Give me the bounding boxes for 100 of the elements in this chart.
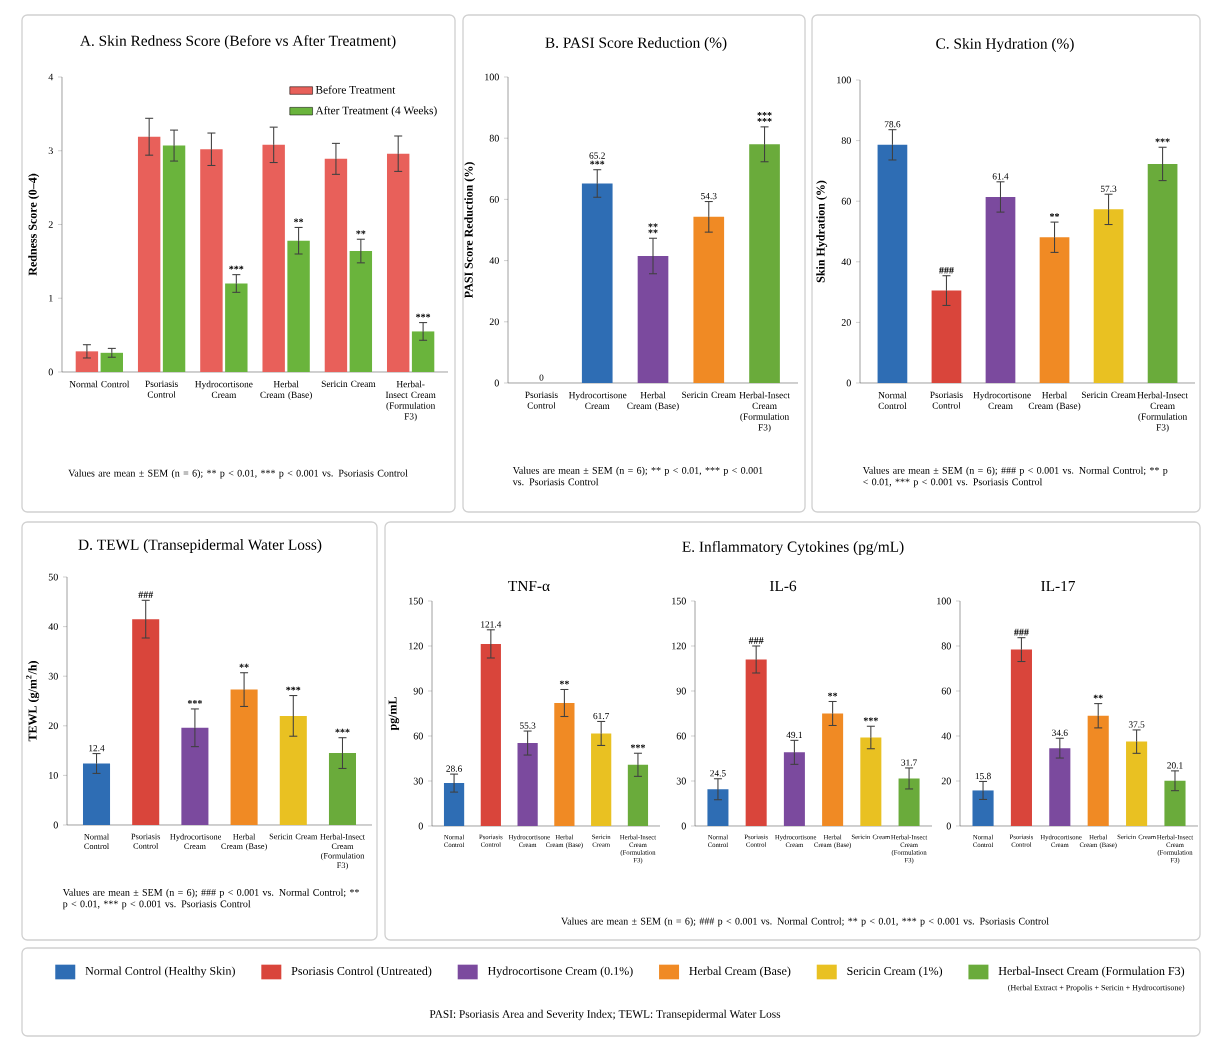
- bar: [287, 240, 310, 372]
- y-tick-label: 0: [946, 822, 951, 830]
- text: Values are mean ± SEM (n = 6); ### p < 0.001 vs. Normal Control; ** p < 0.01, *** p < 0.001 vs. Psoriasis Control: [862, 466, 1168, 488]
- data-label: 54.3: [701, 192, 717, 200]
- x-tick-label: Psoriasis Control: [131, 833, 161, 849]
- y-tick-label: 100: [937, 597, 951, 605]
- chart-title: IL-6: [769, 580, 797, 592]
- bar: [162, 145, 186, 372]
- y-tick-label: 120: [409, 642, 423, 650]
- x-tick-label: Sericin Cream: [1081, 391, 1136, 398]
- y-tick-label: 90: [413, 687, 423, 695]
- y-tick-label: 0: [494, 379, 499, 387]
- data-label: 78.6: [884, 121, 901, 128]
- data-label: 24.5: [710, 770, 726, 777]
- x-tick-label: Hydrocortisone Cream: [195, 380, 253, 398]
- y-tick-label: 90: [676, 687, 686, 695]
- bar: [279, 715, 307, 825]
- y-tick-label: 60: [676, 732, 686, 740]
- bar: [822, 713, 844, 826]
- bar: [877, 144, 908, 383]
- chart-title: A. Skin Redness Score (Before vs After Treatment): [80, 34, 396, 50]
- data-label: 57.3: [1100, 185, 1117, 192]
- y-tick-label: 60: [841, 197, 851, 205]
- bar: [707, 789, 729, 826]
- text: Values are mean ± SEM (n = 6); ** p < 0.01, *** p < 0.001 vs. Psoriasis Control: [512, 466, 763, 486]
- chart-title: IL-17: [1041, 580, 1076, 592]
- bar: [749, 144, 780, 383]
- bar: [985, 196, 1016, 383]
- annotation: ***: [757, 112, 772, 116]
- x-tick-label: Normal Control: [878, 391, 907, 409]
- bar: [225, 283, 248, 372]
- y-tick-label: 150: [409, 597, 423, 605]
- bar: [860, 737, 882, 826]
- x-tick-label: Sericin Cream: [269, 833, 318, 840]
- y-tick-label: 20: [941, 777, 951, 785]
- x-tick-label: Normal Control: [69, 380, 130, 388]
- bar: [82, 763, 111, 825]
- y-tick-label: 120: [672, 642, 686, 650]
- y-tick-label: 20: [489, 318, 499, 326]
- y-tick-label: 40: [489, 257, 499, 264]
- y-tick-label: 40: [48, 623, 58, 630]
- y-tick-label: 100: [485, 73, 499, 81]
- data-label: 31.7: [901, 759, 917, 766]
- annotation: ***: [187, 700, 202, 704]
- chart-title: B. PASI Score Reduction (%): [545, 37, 727, 51]
- bar: [972, 790, 994, 826]
- bar: [1010, 649, 1032, 826]
- y-tick-label: 20: [841, 319, 851, 326]
- annotation: **: [648, 223, 658, 228]
- annotation: ###: [1014, 628, 1029, 636]
- data-label: 15.8: [975, 772, 991, 780]
- x-tick-label: Hydrocortisone Cream: [170, 833, 222, 850]
- bar: [1093, 209, 1124, 383]
- y-tick-label: 10: [49, 772, 58, 779]
- annotation: ***: [630, 744, 646, 749]
- bar: [1049, 748, 1071, 826]
- bar: [1147, 163, 1178, 383]
- data-label: 28.6: [446, 765, 462, 772]
- bar: [411, 331, 435, 372]
- x-tick-label: Herbal Cream (Base): [627, 391, 679, 411]
- bar: [693, 216, 725, 383]
- category-label: Herbal-Insect Cream (Formulation F3): [998, 966, 1185, 978]
- bar: [637, 256, 669, 383]
- x-tick-label: Normal Control: [84, 833, 109, 850]
- y-axis-title: TEWL (g/m$^{2}$/h): [26, 661, 40, 742]
- bar: [1164, 780, 1186, 826]
- bar: [554, 703, 575, 826]
- annotation: **: [239, 663, 249, 668]
- y-tick-label: 20: [48, 722, 58, 730]
- bar: [1087, 715, 1109, 826]
- y-tick-label: 60: [489, 196, 499, 203]
- bar: [627, 764, 649, 826]
- bar: [100, 352, 124, 372]
- bar: [480, 643, 501, 826]
- annotation: ***: [1155, 138, 1170, 143]
- text: Values are mean ± SEM (n = 6); ### p < 0.001 vs. Normal Control; ** p < 0.01, *** p < 0.001 vs. Psoriasis Control: [62, 888, 359, 910]
- x-tick-label: Sericin Cream: [682, 391, 736, 398]
- x-tick-label: Psoriasis Control: [525, 391, 558, 409]
- y-tick-label: 0: [48, 368, 53, 376]
- annotation: **: [648, 229, 658, 234]
- x-tick-label: Herbal-Insect Cream (Formulation F3): [1137, 391, 1188, 433]
- category-label: Herbal Cream (Base): [689, 966, 791, 978]
- chart-title: C. Skin Hydration (%): [936, 38, 1074, 52]
- y-tick-label: 40: [841, 258, 851, 266]
- x-tick-label: Herbal Cream (Base): [260, 380, 312, 400]
- bar: [75, 351, 99, 372]
- data-label: 121.4: [481, 621, 502, 628]
- data-label: 49.1: [786, 731, 802, 739]
- bar: [898, 778, 920, 826]
- y-tick-label: 0: [53, 821, 58, 829]
- annotation: **: [294, 218, 304, 223]
- annotation: ***: [416, 313, 431, 318]
- category-label: Normal Control (Healthy Skin): [85, 966, 235, 978]
- bar: [324, 158, 348, 372]
- x-tick-label: Sericin Cream: [321, 380, 376, 387]
- category-label: Psoriasis Control (Untreated): [291, 966, 432, 978]
- bar: [1126, 741, 1148, 826]
- bar: [783, 752, 805, 826]
- bar: [262, 144, 285, 372]
- y-tick-label: 150: [672, 597, 686, 605]
